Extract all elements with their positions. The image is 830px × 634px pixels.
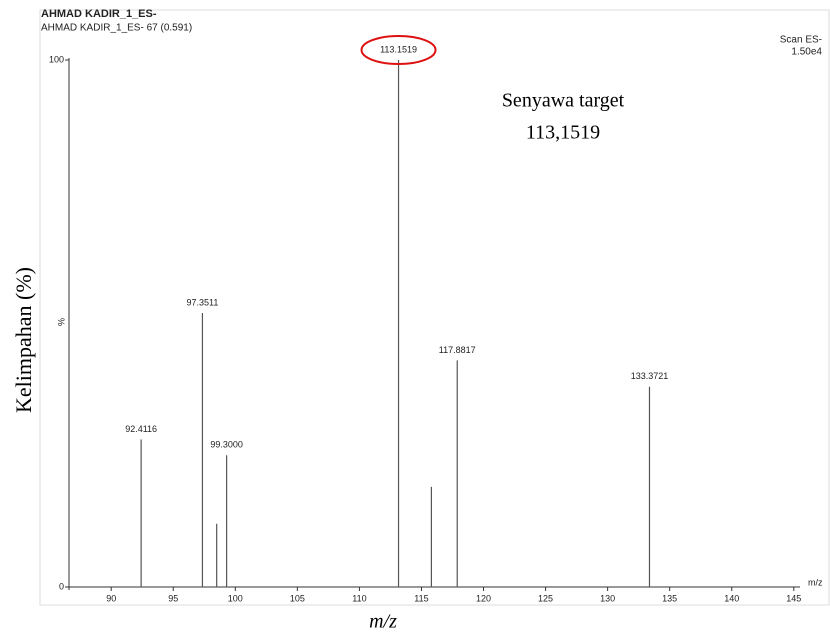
x-tick-label: 140 xyxy=(724,593,739,603)
x-tick-label: 135 xyxy=(662,593,677,603)
x-tick-label: 145 xyxy=(786,593,801,603)
x-tick-label: 95 xyxy=(168,593,178,603)
x-tick-label: 125 xyxy=(538,593,553,603)
chart-title: AHMAD KADIR_1_ES- xyxy=(41,8,157,20)
highlight-ring xyxy=(360,35,437,65)
peak-label: 92.4116 xyxy=(125,424,157,434)
y-tick-label: 100 xyxy=(49,54,64,64)
peak-label: 97.3511 xyxy=(186,297,218,307)
x-unit: m/z xyxy=(808,577,823,587)
x-tick-label: 110 xyxy=(352,593,366,603)
x-tick-label: 100 xyxy=(228,593,243,603)
x-tick-label: 115 xyxy=(414,593,428,603)
annotation: Senyawa target xyxy=(502,90,625,112)
x-tick-label: 120 xyxy=(476,593,491,603)
x-tick-label: 90 xyxy=(106,593,116,603)
scan-label: Scan ES- xyxy=(780,35,822,46)
x-tick-label: 130 xyxy=(600,593,615,603)
x-tick-label: 105 xyxy=(290,593,305,603)
y-unit: % xyxy=(56,318,66,326)
y-tick-label: 0 xyxy=(59,581,64,591)
chart-subtitle: AHMAD KADIR_1_ES- 67 (0.591) xyxy=(41,23,192,34)
peak-label: 99.3000 xyxy=(210,440,243,450)
scale-label: 1.50e4 xyxy=(791,47,822,58)
peak-label: 117.8817 xyxy=(439,345,476,355)
y-axis-label: Kelimpahan (%) xyxy=(11,267,36,413)
peak-label: 133.3721 xyxy=(631,371,669,381)
peak-label: 113.1519 xyxy=(380,44,417,54)
x-axis-label: m/z xyxy=(369,611,397,633)
scan-frame xyxy=(39,9,830,606)
annotation: 113,1519 xyxy=(526,122,600,144)
